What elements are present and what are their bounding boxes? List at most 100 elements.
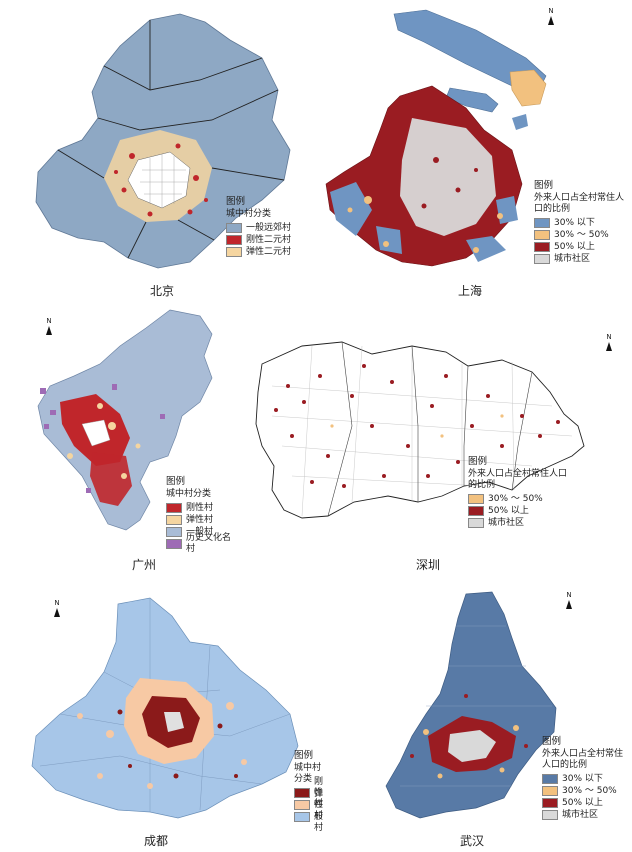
- legend-item: 50% 以上: [534, 241, 630, 253]
- legend-swatch: [226, 247, 242, 258]
- legend-title: 图例: [166, 476, 186, 487]
- legend-item-label: 30% ～ 50%: [488, 493, 543, 504]
- map-panel-beijing: 图例 城中村分类 一般远郊村 刚性二元村 弹性二元村 北京: [0, 0, 316, 300]
- city-label-chengdu: 成都: [144, 834, 169, 848]
- legend-shanghai: 图例 外来人口占全村常住人口的比例 30% 以下 30% ～ 50% 50% 以…: [534, 180, 630, 265]
- map-panel-guangzhou: N 图例 城中村分类 刚性村 弹性村 一般村 历史文化名村 广州: [0, 306, 232, 576]
- legend-item: 城市社区: [534, 253, 630, 265]
- legend-item: 弹性村: [166, 514, 232, 526]
- legend-item-label: 弹性二元村: [246, 246, 292, 257]
- legend-item: 一般远郊村: [226, 222, 291, 234]
- legend-item: 城市社区: [468, 517, 572, 529]
- legend-subtitle: 城中村分类: [226, 208, 272, 219]
- legend-swatch: [542, 774, 558, 785]
- beijing-map: [35, 13, 291, 269]
- map-panel-shenzhen: N 图例 外来人口占全村常住人口的比例 30% ～ 50% 50% 以上 城市社…: [232, 306, 632, 576]
- legend-item-label: 一般远郊村: [246, 222, 292, 233]
- map-panel-shanghai: N 图例 外来人口占全村常住人口的比例 30% 以下 30% ～ 50% 50%…: [316, 0, 632, 300]
- legend-subtitle: 外来人口占全村常住人口的比例: [534, 192, 625, 215]
- legend-item: 30% ～ 50%: [542, 785, 630, 797]
- legend-item: 刚性二元村: [226, 234, 291, 246]
- legend-item-label: 城市社区: [554, 253, 591, 264]
- legend-beijing: 图例 城中村分类 一般远郊村 刚性二元村 弹性二元村: [226, 196, 291, 258]
- legend-swatch: [226, 223, 242, 234]
- legend-item-label: 一般村: [314, 800, 324, 834]
- city-label-beijing: 北京: [150, 284, 175, 298]
- legend-title: 图例: [542, 736, 562, 747]
- legend-swatch: [166, 527, 182, 538]
- city-label-shanghai: 上海: [458, 284, 483, 298]
- north-arrow-icon: N: [606, 334, 612, 351]
- legend-item: 刚性村: [166, 502, 232, 514]
- legend-item: 刚性村: [294, 777, 323, 809]
- legend-swatch: [166, 515, 182, 526]
- city-label-guangzhou: 广州: [132, 558, 157, 572]
- legend-swatch: [534, 242, 550, 253]
- legend-swatch: [294, 788, 310, 799]
- legend-title: 图例: [468, 456, 488, 467]
- legend-item-label: 城市社区: [562, 809, 599, 820]
- legend-chengdu: 图例 城中村分类 刚性村 弹性村 一般村: [294, 750, 323, 833]
- legend-wuhan: 图例 外来人口占全村常住人口的比例 30% 以下 30% ～ 50% 50% 以…: [542, 736, 630, 821]
- wuhan-map: [385, 591, 557, 819]
- north-arrow-icon: N: [46, 318, 52, 335]
- shanghai-map: [325, 9, 547, 267]
- legend-item-label: 刚性村: [314, 776, 324, 810]
- legend-swatch: [226, 235, 242, 246]
- legend-item-label: 30% ～ 50%: [562, 785, 617, 796]
- legend-item: 一般村: [166, 526, 232, 538]
- legend-item: 30% 以下: [534, 217, 630, 229]
- legend-swatch: [468, 518, 484, 529]
- legend-item: 城市社区: [542, 809, 630, 821]
- legend-swatch: [534, 218, 550, 229]
- legend-item-label: 50% 以上: [554, 241, 595, 252]
- legend-item-label: 刚性二元村: [246, 234, 292, 245]
- legend-item-label: 50% 以上: [562, 797, 603, 808]
- legend-guangzhou: 图例 城中村分类 刚性村 弹性村 一般村 历史文化名村: [166, 476, 232, 554]
- legend-swatch: [542, 810, 558, 821]
- legend-item-label: 一般村: [186, 526, 214, 537]
- north-arrow-icon: N: [566, 592, 572, 609]
- chengdu-map: [31, 597, 299, 819]
- legend-item-label: 历史文化名村: [186, 532, 232, 555]
- legend-swatch: [542, 798, 558, 809]
- legend-item-label: 刚性村: [186, 502, 214, 513]
- legend-swatch: [294, 800, 310, 811]
- city-label-wuhan: 武汉: [460, 834, 485, 848]
- legend-item: 30% 以下: [542, 773, 630, 785]
- legend-item: 50% 以上: [542, 797, 630, 809]
- legend-item: 50% 以上: [468, 505, 572, 517]
- shenzhen-map: [255, 341, 585, 519]
- legend-swatch: [468, 494, 484, 505]
- legend-item: 历史文化名村: [166, 533, 232, 554]
- legend-subtitle: 城中村分类: [166, 488, 212, 499]
- north-arrow-icon: N: [548, 8, 554, 25]
- city-label-shenzhen: 深圳: [416, 558, 441, 572]
- legend-shenzhen: 图例 外来人口占全村常住人口的比例 30% ～ 50% 50% 以上 城市社区: [468, 456, 572, 529]
- legend-swatch: [542, 786, 558, 797]
- legend-item-label: 30% 以下: [554, 217, 595, 228]
- legend-item: 弹性二元村: [226, 246, 291, 258]
- legend-subtitle: 外来人口占全村常住人口的比例: [542, 748, 624, 771]
- legend-item-label: 弹性村: [186, 514, 214, 525]
- map-panel-wuhan: N 图例 外来人口占全村常住人口的比例 30% 以下 30% ～ 50% 50%…: [316, 586, 632, 852]
- legend-swatch: [166, 539, 182, 550]
- legend-swatch: [468, 506, 484, 517]
- legend-item: 30% ～ 50%: [468, 493, 572, 505]
- legend-item-label: 弹性村: [314, 788, 324, 822]
- legend-subtitle: 城中村分类: [294, 762, 322, 785]
- legend-title: 图例: [294, 750, 314, 761]
- legend-item-label: 30% ～ 50%: [554, 229, 609, 240]
- legend-title: 图例: [226, 196, 246, 207]
- legend-item-label: 50% 以上: [488, 505, 529, 516]
- legend-subtitle: 外来人口占全村常住人口的比例: [468, 468, 568, 491]
- legend-item: 弹性村: [294, 789, 323, 821]
- legend-item: 30% ～ 50%: [534, 229, 630, 241]
- legend-swatch: [166, 503, 182, 514]
- legend-swatch: [534, 230, 550, 241]
- legend-title: 图例: [534, 180, 554, 191]
- legend-item-label: 城市社区: [488, 517, 525, 528]
- legend-swatch: [534, 254, 550, 265]
- legend-item: 一般村: [294, 801, 323, 833]
- legend-item-label: 30% 以下: [562, 773, 603, 784]
